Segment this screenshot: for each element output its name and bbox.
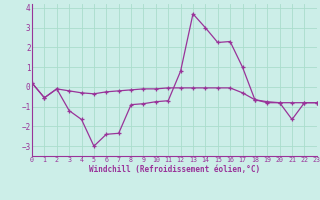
X-axis label: Windchill (Refroidissement éolien,°C): Windchill (Refroidissement éolien,°C): [89, 165, 260, 174]
